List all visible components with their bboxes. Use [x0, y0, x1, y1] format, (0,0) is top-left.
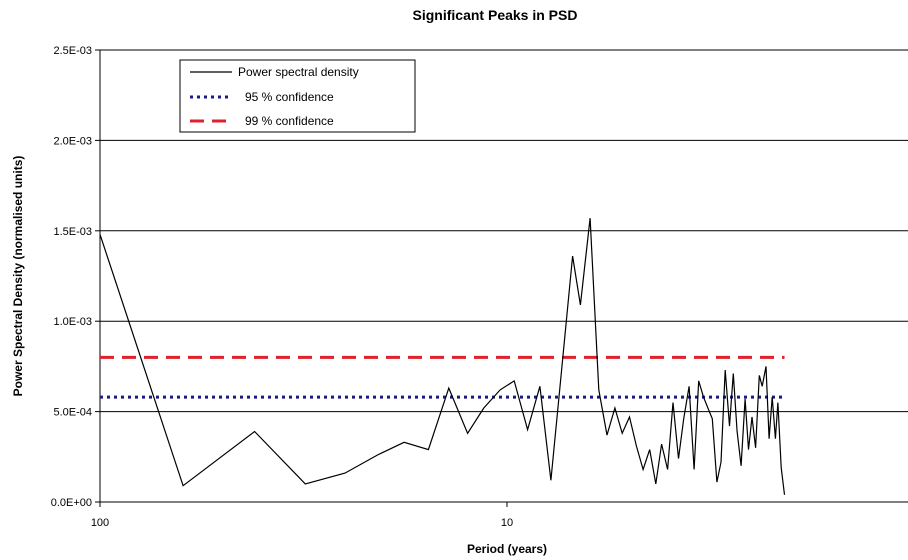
psd-data-point — [688, 385, 691, 388]
psd-data-point — [635, 445, 638, 448]
psd-data-point — [677, 457, 680, 460]
y-tick-label: 1.5E-03 — [53, 226, 92, 238]
psd-data-point — [768, 437, 771, 440]
psd-data-point — [376, 454, 379, 457]
psd-data-point — [754, 446, 757, 449]
psd-data-point — [526, 428, 529, 431]
y-tick-label: 1.0E-03 — [53, 316, 92, 328]
psd-data-point — [771, 396, 774, 399]
legend: Power spectral density 95 % confidence 9… — [179, 59, 416, 133]
psd-data-point — [304, 482, 307, 485]
y-tick-label: 0.0E+00 — [51, 497, 92, 509]
psd-data-point — [579, 303, 582, 306]
y-axis-label: Power Spectral Density (normalised units… — [11, 156, 25, 397]
psd-data-point — [736, 430, 739, 433]
psd-data-point — [482, 407, 485, 410]
psd-data-point — [628, 416, 631, 419]
psd-data-point — [513, 379, 516, 382]
psd-data-point — [344, 472, 347, 475]
y-axis-ticks: 0.0E+00 5.0E-04 1.0E-03 1.5E-03 2.0E-03 2.5E-… — [51, 45, 100, 509]
x-axis-ticks: 100 10 — [91, 502, 513, 529]
psd-data-point — [606, 434, 609, 437]
psd-data-point — [621, 432, 624, 435]
psd-data-point — [740, 464, 743, 467]
psd-data-point — [549, 479, 552, 482]
psd-data-point — [780, 466, 783, 469]
legend-label-psd: Power spectral density — [238, 65, 359, 79]
psd-data-point — [648, 448, 651, 451]
legend-label-99: 99 % confidence — [245, 114, 334, 128]
x-axis-label: Period (years) — [467, 542, 547, 556]
psd-data-point — [654, 482, 657, 485]
psd-data-point — [761, 385, 764, 388]
psd-data-point — [682, 417, 685, 420]
psd-data-point — [672, 401, 675, 404]
psd-data-point — [660, 443, 663, 446]
y-tick-label: 5.0E-04 — [53, 407, 92, 419]
psd-data-point — [99, 233, 102, 236]
psd-data-point — [403, 441, 406, 444]
psd-data-point — [783, 493, 786, 496]
psd-data-point — [697, 379, 700, 382]
psd-data-point — [751, 416, 754, 419]
psd-series-line — [99, 218, 786, 495]
psd-data-point — [758, 374, 761, 377]
y-tick-label: 2.0E-03 — [53, 135, 92, 147]
psd-data-point — [744, 397, 747, 400]
psd-data-point — [728, 425, 731, 428]
y-tick-label: 2.5E-03 — [53, 45, 92, 57]
psd-data-point — [732, 372, 735, 375]
psd-data-point — [613, 407, 616, 410]
psd-data-point — [253, 430, 256, 433]
psd-data-point — [182, 484, 185, 487]
psd-data-point — [466, 432, 469, 435]
psd-data-point — [571, 255, 574, 258]
psd-data-point — [776, 401, 779, 404]
psd-data-point — [597, 388, 600, 391]
psd-data-point — [538, 385, 541, 388]
psd-data-point — [711, 417, 714, 420]
psd-data-point — [559, 383, 562, 386]
psd-data-point — [702, 396, 705, 399]
psd-data-point — [666, 468, 669, 471]
psd-data-point — [427, 448, 430, 451]
series-layer — [99, 217, 786, 496]
psd-data-point — [715, 481, 718, 484]
psd-data-point — [589, 217, 592, 220]
chart-title: Significant Peaks in PSD — [413, 7, 578, 23]
psd-data-point — [774, 437, 777, 440]
psd-data-point — [447, 387, 450, 390]
psd-data-point — [765, 365, 768, 368]
psd-data-point — [724, 369, 727, 372]
psd-data-point — [747, 448, 750, 451]
x-tick-label: 10 — [501, 517, 513, 529]
x-tick-label: 100 — [91, 517, 109, 529]
psd-data-point — [706, 407, 709, 410]
psd-data-point — [693, 468, 696, 471]
psd-data-point — [499, 388, 502, 391]
psd-data-point — [720, 461, 723, 464]
psd-data-point — [642, 468, 645, 471]
legend-label-95: 95 % confidence — [245, 90, 334, 104]
